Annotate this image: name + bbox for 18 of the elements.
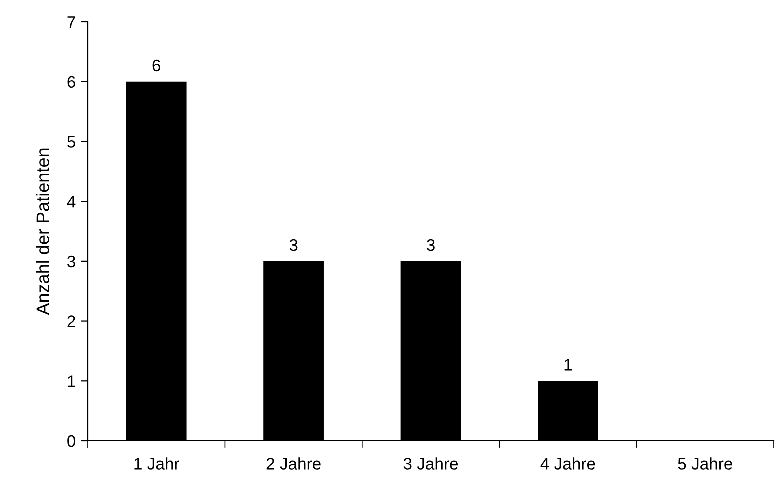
x-tick-label: 1 Jahr — [134, 458, 180, 470]
y-tick-label: 3 — [68, 256, 76, 268]
y-axis-title: Anzahl der Patienten — [36, 148, 50, 316]
data-label: 6 — [152, 60, 160, 72]
y-tick-label: 2 — [68, 316, 76, 328]
y-tick-label: 4 — [67, 196, 76, 208]
x-tick-label: 2 Jahre — [266, 458, 321, 470]
data-label: 3 — [427, 239, 435, 252]
data-label: 1 — [564, 359, 572, 371]
y-tick-label: 5 — [68, 136, 76, 148]
y-tick-label: 1 — [68, 376, 76, 388]
y-tick-label: 0 — [68, 435, 76, 448]
y-tick-label: 6 — [68, 76, 76, 88]
x-tick-label: 4 Jahre — [540, 458, 596, 470]
data-label: 3 — [290, 239, 298, 252]
x-tick-label: 3 Jahre — [404, 458, 458, 470]
y-tick-label: 7 — [68, 16, 76, 28]
x-tick-label: 5 Jahre — [678, 458, 732, 470]
